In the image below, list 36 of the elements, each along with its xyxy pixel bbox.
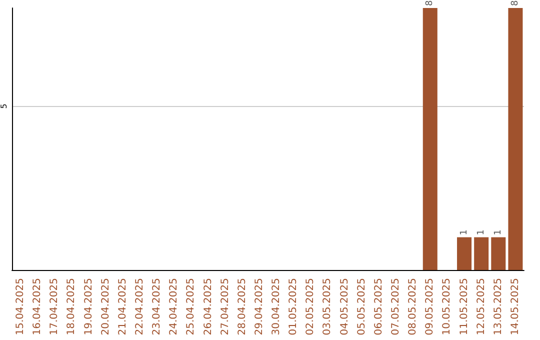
x-tick-label: 17.04.2025 — [49, 278, 60, 336]
x-tick-label: 18.04.2025 — [66, 278, 78, 336]
x-tick-label: 02.05.2025 — [305, 278, 316, 336]
x-tick-label: 28.04.2025 — [236, 278, 248, 336]
x-tick-label: 04.05.2025 — [339, 278, 350, 336]
x-tick-label: 20.04.2025 — [100, 278, 112, 336]
x-tick-label: 21.04.2025 — [117, 278, 128, 336]
x-tick-label: 23.04.2025 — [152, 278, 163, 336]
x-tick-label: 10.05.2025 — [442, 278, 453, 336]
x-tick-label: 30.04.2025 — [271, 278, 282, 336]
x-tick-label: 22.04.2025 — [134, 278, 146, 336]
x-tick-label: 03.05.2025 — [322, 278, 334, 336]
x-tick-label: 25.04.2025 — [186, 278, 197, 336]
x-tick-label: 01.05.2025 — [288, 278, 300, 336]
x-tick-label: 27.04.2025 — [220, 278, 231, 336]
x-tick-label: 09.05.2025 — [424, 278, 436, 336]
x-tick-label: 05.05.2025 — [356, 278, 368, 336]
x-tick-label: 26.04.2025 — [202, 278, 214, 336]
x-tick-label: 16.04.2025 — [32, 278, 44, 336]
x-tick-label: 06.05.2025 — [373, 278, 384, 336]
x-tick-label: 13.05.2025 — [492, 278, 504, 336]
x-tick-label: 29.04.2025 — [254, 278, 265, 336]
y-tick-label: 5 — [0, 104, 8, 109]
x-tick-label: 11.05.2025 — [458, 278, 470, 336]
x-tick-label: 08.05.2025 — [408, 278, 419, 336]
x-tick-label: 14.05.2025 — [510, 278, 521, 336]
x-tick-label: 12.05.2025 — [476, 278, 487, 336]
x-tick-label: 15.04.2025 — [15, 278, 26, 336]
data-label: 1 — [476, 230, 486, 236]
data-label: 1 — [459, 230, 470, 236]
data-label: 1 — [493, 230, 504, 236]
x-tick-label: 19.04.2025 — [83, 278, 94, 336]
data-label: 8 — [425, 0, 436, 6]
x-tick-label: 24.04.2025 — [168, 278, 180, 336]
x-tick-label: 07.05.2025 — [390, 278, 402, 336]
data-label: 8 — [510, 0, 520, 6]
